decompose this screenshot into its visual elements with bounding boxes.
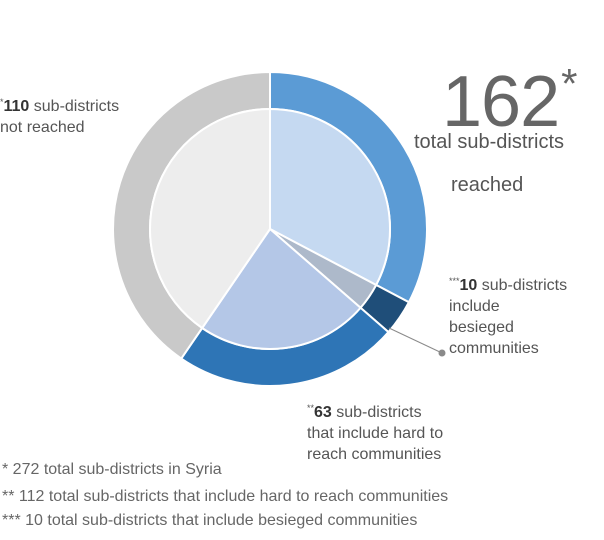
line4: communities <box>449 340 539 357</box>
label-hard-to-reach: **63 sub-districts that include hard to … <box>307 398 443 465</box>
label-besieged: ***10 sub-districts include besieged com… <box>449 271 567 359</box>
line2: that include hard to <box>307 425 444 442</box>
reached-label-line1: total sub-districts <box>414 131 565 153</box>
footnote-3: *** 10 total sub-districts that include … <box>2 512 418 529</box>
label-not-reached: *110 sub-districts not reached <box>0 92 119 138</box>
line3: reach communities <box>307 446 442 463</box>
line1: sub-districts <box>477 277 568 294</box>
slice-inner-0 <box>269 107 391 287</box>
footnote-1: * 272 total sub-districts in Syria <box>2 461 222 478</box>
line1: sub-districts <box>331 404 422 421</box>
line3: besieged <box>449 319 514 336</box>
slice-inner-3 <box>149 107 271 330</box>
line1: sub-districts <box>29 98 120 115</box>
marker: * <box>0 97 4 107</box>
slice-inner-2 <box>200 227 362 350</box>
marker: *** <box>449 276 460 286</box>
line2: include <box>449 298 500 315</box>
reached-total-number: 162* <box>442 44 578 142</box>
value: 110 <box>3 98 30 115</box>
reached-label-line2: reached <box>451 174 524 196</box>
value: 162 <box>442 62 560 142</box>
value: 10 <box>459 277 478 294</box>
marker: * <box>561 60 577 107</box>
leader-line <box>388 327 443 354</box>
line2: not reached <box>0 119 85 136</box>
footnote-2: ** 112 total sub-districts that include … <box>2 488 449 505</box>
leader-dot <box>438 349 446 357</box>
value: 63 <box>314 404 332 421</box>
marker: ** <box>307 403 315 413</box>
